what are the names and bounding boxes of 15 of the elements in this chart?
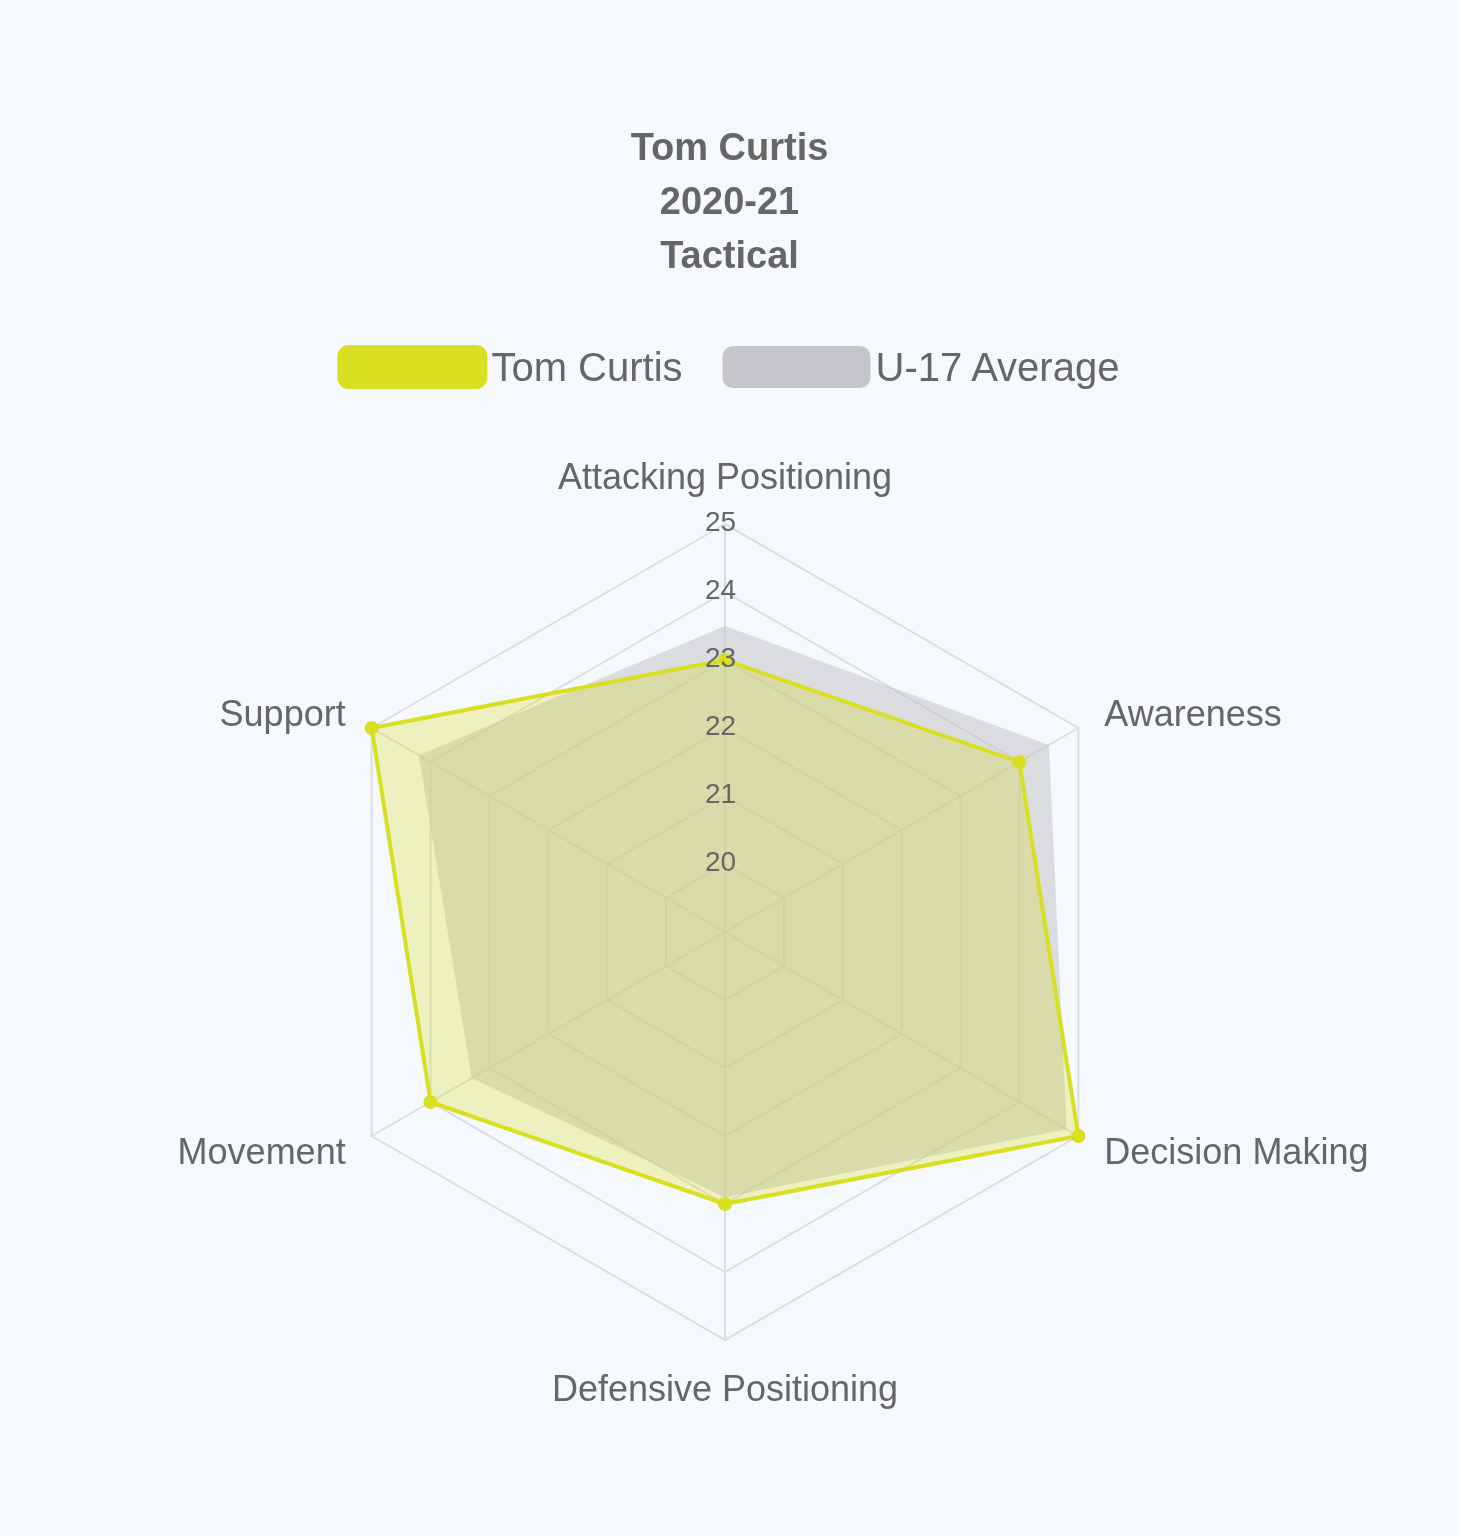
spoke-label: Awareness [1104, 692, 1282, 734]
y-tick-label: 25 [705, 505, 737, 537]
spoke-label: Defensive Positioning [551, 1367, 899, 1409]
chart-title: Tom Curtis 2020-21 Tactical [630, 126, 829, 276]
spoke-label: Attacking Positioning [557, 455, 893, 497]
y-tick-label: 21 [705, 777, 737, 809]
y-tick-label: 24 [705, 573, 737, 605]
spoke-label: Support [219, 692, 346, 734]
y-tick-label: 23 [705, 641, 737, 673]
spoke-label: Decision Making [1104, 1130, 1369, 1172]
y-tick-label: 22 [705, 709, 737, 741]
legend-label: U-17 Average [875, 345, 1120, 389]
y-tick-label: 20 [705, 845, 737, 877]
legend-label: Tom Curtis [491, 345, 683, 389]
spoke-label: Movement [177, 1130, 346, 1172]
